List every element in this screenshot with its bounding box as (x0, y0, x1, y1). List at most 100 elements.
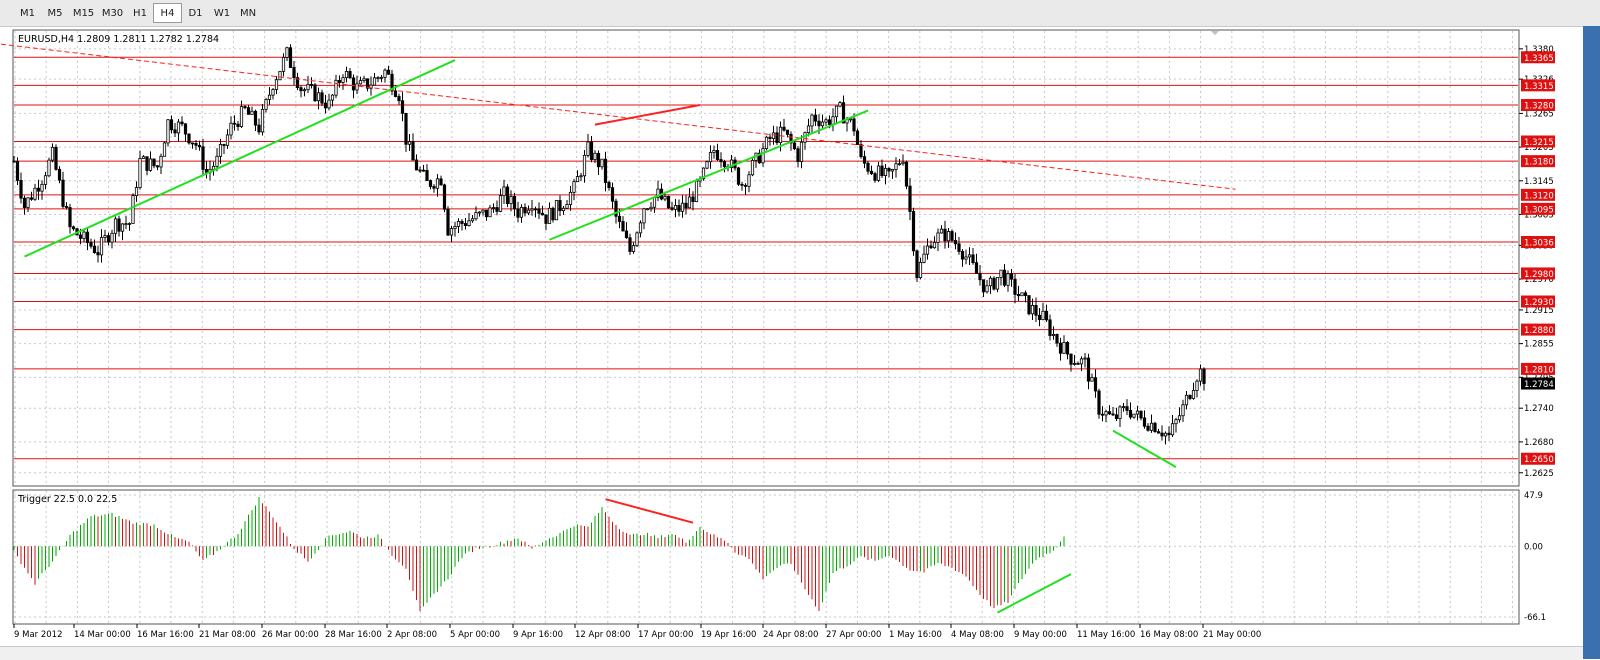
indicator-tick-label: -66.1 (1524, 613, 1546, 623)
candle-body (785, 129, 790, 135)
candle-body (1160, 432, 1164, 437)
candle-body (1058, 342, 1063, 354)
candle-body (894, 163, 898, 170)
candle-body (526, 209, 531, 214)
level-price-box (1521, 98, 1555, 111)
candle-body (379, 76, 384, 79)
candle-body (404, 112, 408, 145)
candle-body (1163, 432, 1168, 437)
candle-body (694, 180, 699, 203)
level-price-box (1521, 267, 1555, 280)
candle-body (673, 205, 678, 210)
candle-body (540, 212, 545, 216)
candle-body (341, 77, 345, 83)
candle-body (813, 114, 818, 122)
level-price-label: 1.3280 (1524, 101, 1554, 111)
candle-body (22, 197, 27, 208)
timeframe-button-h1[interactable]: H1 (133, 8, 147, 19)
candle-body (614, 200, 618, 217)
candle-body (89, 242, 93, 247)
candle-body (29, 197, 34, 200)
candle-body (435, 178, 440, 189)
level-price-box (1521, 155, 1555, 168)
candle-body (593, 152, 597, 160)
timeframe-button-m5[interactable]: M5 (47, 8, 63, 19)
candle-body (1107, 411, 1112, 415)
candle-body (901, 161, 905, 165)
candle-body (876, 165, 881, 181)
candle-body (117, 218, 121, 232)
candle-body (103, 235, 107, 238)
candle-body (796, 148, 800, 162)
level-price-label: 1.3036 (1524, 238, 1554, 248)
candle-body (162, 142, 167, 157)
price-tick-label: 1.3205 (1524, 143, 1554, 153)
candle-body (274, 79, 279, 90)
candle-body (603, 158, 608, 183)
timeframe-button-m30[interactable]: M30 (101, 8, 124, 19)
candle-body (834, 105, 839, 118)
candle-body (537, 208, 541, 214)
candle-body (978, 272, 982, 281)
candle-body (1013, 278, 1017, 295)
candle-body (1048, 319, 1052, 336)
candle-body (218, 144, 223, 157)
candle-body (908, 185, 912, 212)
candle-body (621, 221, 625, 232)
timeframe-button-mn[interactable]: MN (239, 8, 257, 19)
candle-body (558, 200, 562, 212)
candles (12, 44, 1206, 445)
level-price-label: 1.3315 (1524, 82, 1554, 92)
trendlines (0, 43, 1236, 614)
candle-body (1030, 304, 1035, 315)
timeframe-button-h4[interactable]: H4 (153, 3, 182, 23)
timeframe-button-m15[interactable]: M15 (72, 8, 95, 19)
time-tick-label: 11 May 16:00 (1077, 630, 1135, 640)
candle-body (295, 77, 300, 89)
price-tick-label: 1.3265 (1524, 109, 1554, 119)
candle-body (1125, 406, 1129, 411)
candle-body (1037, 314, 1042, 320)
candle-body (484, 209, 489, 218)
candle-body (530, 208, 534, 211)
candle-body (1083, 357, 1087, 360)
candle-body (502, 186, 506, 197)
time-tick-label: 28 Mar 16:00 (325, 630, 382, 640)
candle-body (771, 132, 776, 139)
candle-body (722, 161, 727, 168)
candle-body (778, 126, 783, 144)
candle-body (281, 57, 286, 72)
candle-body (533, 208, 538, 211)
candle-body (568, 191, 573, 205)
scroll-marker-icon (1211, 31, 1219, 35)
candle-body (617, 215, 622, 222)
time-tick-label: 16 Mar 16:00 (137, 630, 194, 640)
candle-body (943, 228, 947, 242)
candle-body (687, 196, 692, 209)
timeframe-button-d1[interactable]: D1 (188, 8, 203, 19)
candle-body (141, 156, 146, 159)
candle-body (159, 155, 163, 168)
candle-body (173, 129, 177, 134)
candle-body (152, 158, 156, 167)
level-price-label: 1.3120 (1524, 191, 1554, 201)
level-price-box (1521, 202, 1555, 215)
candle-body (761, 148, 765, 164)
candle-body (418, 169, 422, 172)
timeframe-button-m1[interactable]: M1 (20, 8, 35, 19)
timeframe-button-w1[interactable]: W1 (213, 8, 231, 19)
candle-body (267, 94, 272, 100)
candle-body (1149, 422, 1154, 431)
candle-body (607, 182, 611, 189)
candle-body (358, 80, 363, 85)
candle-body (1135, 410, 1140, 415)
candle-body (936, 232, 940, 243)
candle-body (302, 89, 307, 92)
candle-body (124, 223, 128, 226)
candle-body (320, 92, 324, 104)
candle-body (1139, 410, 1143, 419)
candle-body (1072, 362, 1077, 365)
candle-body (467, 220, 471, 227)
candle-body (764, 136, 769, 149)
candle-body (495, 207, 499, 212)
